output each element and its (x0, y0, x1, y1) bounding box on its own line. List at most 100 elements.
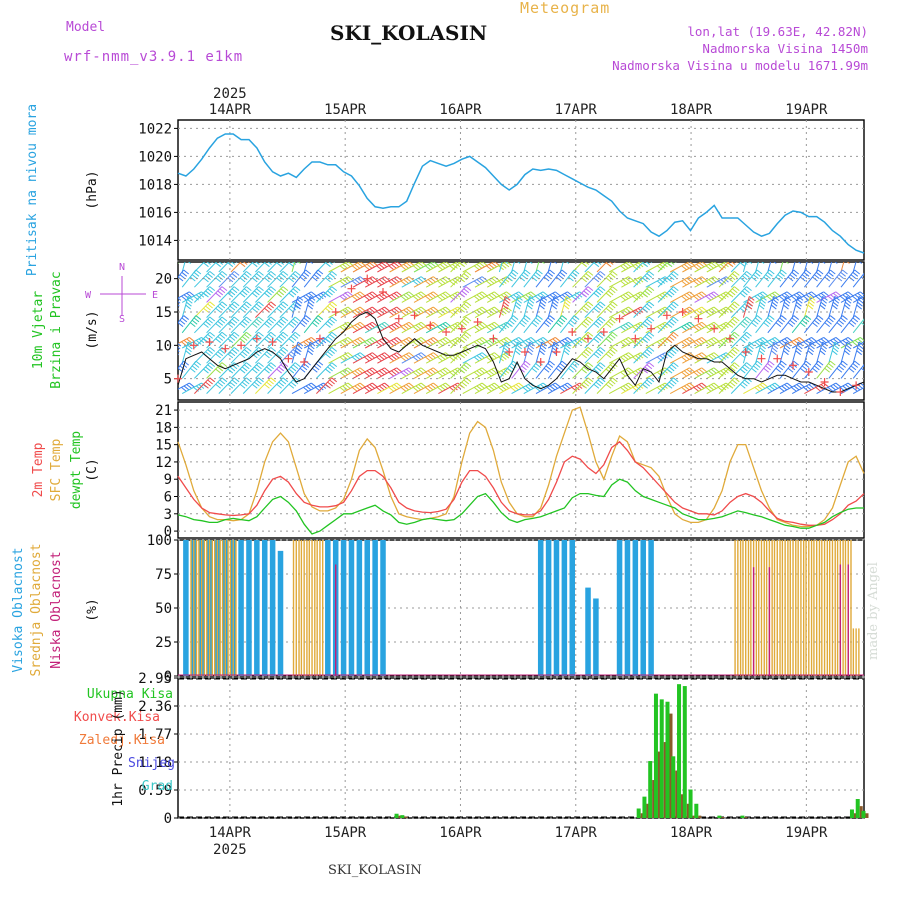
wind-barb-tick (347, 367, 354, 373)
wind-barb-tick (241, 366, 248, 372)
wind-barb-tick (710, 384, 717, 389)
wind-barb-tick (442, 292, 449, 298)
wind-barb-tick (771, 384, 778, 389)
wind-barb-tick (185, 304, 191, 310)
wind-barb (621, 276, 641, 288)
wind-barb-tick (189, 322, 196, 328)
wind-barb-tick (219, 333, 226, 339)
wind-barb-tick (391, 355, 397, 360)
wind-barb (178, 291, 190, 299)
precip-convective-bar (681, 794, 685, 818)
wind-barb-tick (848, 367, 855, 373)
wind-barb-tick (351, 371, 358, 377)
wind-barb (730, 331, 747, 349)
wind-barb-tick (668, 351, 675, 357)
wind-barb-tick (581, 277, 587, 283)
wind-barb-tick (628, 367, 634, 373)
wind-barb-tick (481, 352, 488, 358)
wind-barb-tick (439, 279, 446, 284)
wind-barb-tick (339, 280, 346, 286)
wind-barb (694, 291, 715, 303)
wind-barb-tick (246, 362, 252, 368)
wind-barb-tick (378, 279, 385, 284)
wind-barb-tick (670, 273, 677, 278)
wind-barb-tick (771, 347, 778, 353)
wind-barb-tick (181, 386, 187, 392)
wind-barb-tick (875, 366, 880, 370)
wind-barb-tick (593, 338, 600, 344)
wind-barb-tick (243, 303, 250, 309)
wind-barb-tick (280, 273, 287, 278)
wind-barb-tick (693, 341, 700, 347)
wind-barb-tick (276, 383, 282, 389)
wind-barb-tick (753, 319, 759, 325)
wind-barb-tick (400, 265, 407, 271)
wind-barb-tick (178, 297, 182, 301)
wind-barb-tick (233, 362, 240, 368)
wind-barb (230, 286, 247, 303)
wind-barb-tick (708, 279, 714, 284)
wind-barb-tick (668, 305, 675, 311)
wind-barb (791, 291, 812, 303)
wind-barb-tick (186, 298, 193, 304)
wind-barb-tick (510, 295, 517, 301)
wind-barb-tick (295, 301, 302, 307)
wind-barb-tick (498, 386, 504, 392)
wind-gust-marker (315, 334, 324, 343)
wind-barb (852, 296, 860, 318)
wind-barb-tick (463, 364, 470, 370)
wind-barb-tick (432, 352, 439, 358)
wind-barb-tick (805, 385, 812, 391)
wind-barb (267, 377, 284, 394)
wind-barb-tick (774, 382, 781, 388)
wind-barb-tick (673, 271, 679, 276)
panel-frame (177, 401, 865, 539)
wind-barb-tick (599, 377, 606, 383)
wind-barb-tick (347, 291, 354, 297)
wind-barb-tick (371, 306, 378, 312)
wind-barb-tick (593, 262, 600, 268)
wind-barb-tick (587, 286, 594, 292)
wind-barb-tick (609, 273, 616, 278)
wind-barb-tick (710, 338, 717, 344)
wind-barb-tick (805, 315, 812, 320)
wind-barb-tick (308, 298, 315, 304)
wind-barb-tick (462, 262, 468, 265)
wind-barb-tick (858, 254, 863, 258)
wind-barb (218, 301, 235, 318)
wind-barb-tick (189, 367, 196, 373)
wind-barb-tick (609, 288, 616, 294)
wind-barb-tick (445, 337, 451, 342)
wind-barb-tick (215, 307, 221, 313)
wind-barb-tick (313, 365, 320, 371)
wind-barb-tick (826, 274, 832, 280)
wind-barb (755, 360, 770, 379)
wind-barb-tick (530, 291, 537, 297)
wind-barb-tick (229, 290, 236, 296)
wind-barb-tick (823, 291, 830, 297)
wind-barb (523, 296, 531, 318)
wind-barb (779, 315, 795, 334)
wind-barb-tick (693, 371, 700, 377)
wind-barb-tick (771, 292, 778, 298)
wind-barb (584, 286, 601, 303)
wind-barb-tick (310, 337, 317, 342)
wind-barb-tick (793, 315, 799, 320)
wind-barb-tick (391, 294, 397, 300)
wind-barb-tick (857, 301, 863, 307)
wind-barb-tick (461, 320, 468, 326)
wind-barb-tick (503, 277, 510, 283)
wind-gust-marker (442, 328, 451, 336)
wind-barb-tick (835, 291, 842, 297)
wind-barb (669, 262, 690, 273)
wind-barb (181, 296, 189, 318)
wind-barb (279, 331, 296, 349)
wind-barb (682, 367, 702, 379)
wind-barb-tick (689, 337, 695, 342)
wind-barb-tick (476, 279, 483, 284)
wind-barb-tick (779, 271, 785, 277)
wind-barb-tick (493, 382, 500, 388)
wind-gust-marker (221, 344, 230, 353)
wind-barb-tick (280, 379, 287, 385)
wind-barb-tick (540, 344, 547, 350)
